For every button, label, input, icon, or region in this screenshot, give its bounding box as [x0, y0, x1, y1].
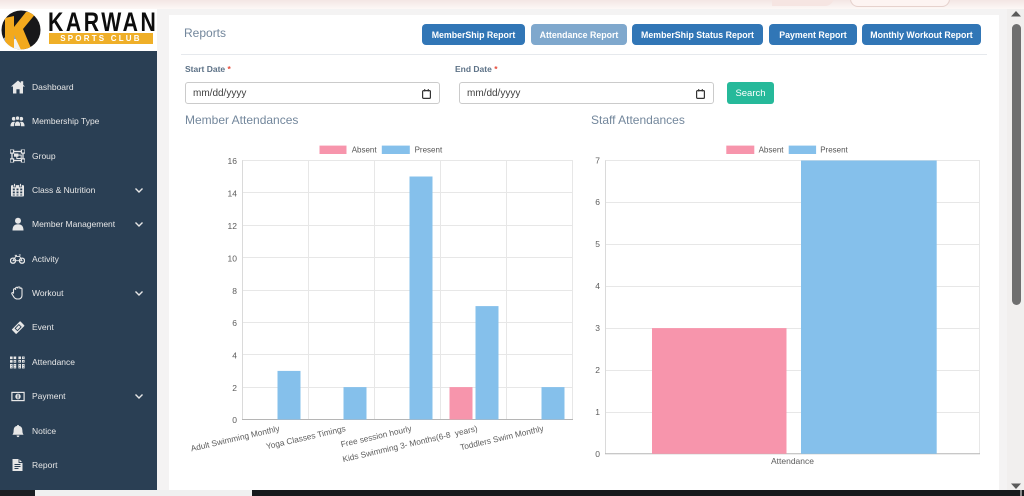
svg-text:0: 0: [232, 415, 237, 425]
svg-text:14: 14: [228, 189, 238, 199]
svg-text:4: 4: [232, 351, 237, 361]
svg-text:0: 0: [595, 449, 600, 459]
svg-text:1: 1: [595, 407, 600, 417]
svg-text:3: 3: [595, 323, 600, 333]
svg-text:6: 6: [232, 318, 237, 328]
svg-text:5: 5: [595, 239, 600, 249]
svg-text:Absent: Absent: [352, 146, 378, 155]
svg-text:16: 16: [228, 156, 238, 166]
svg-text:2: 2: [595, 365, 600, 375]
svg-text:6: 6: [595, 197, 600, 207]
svg-text:10: 10: [228, 254, 238, 264]
svg-text:12: 12: [228, 221, 238, 231]
svg-text:Present: Present: [820, 146, 848, 155]
svg-text:2: 2: [232, 383, 237, 393]
svg-text:Present: Present: [415, 146, 443, 155]
svg-text:8: 8: [232, 286, 237, 296]
svg-text:7: 7: [595, 156, 600, 166]
svg-text:Absent: Absent: [759, 146, 785, 155]
svg-text:Attendance: Attendance: [771, 456, 814, 466]
svg-text:4: 4: [595, 281, 600, 291]
